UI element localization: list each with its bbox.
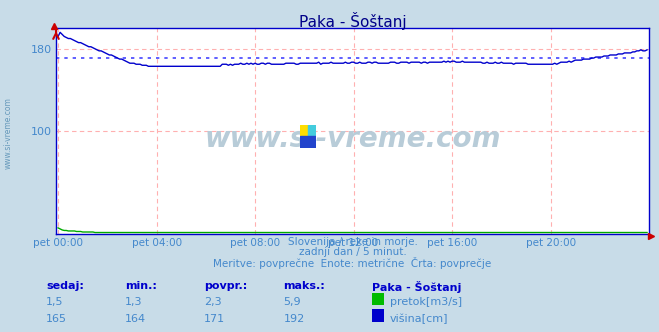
Text: 192: 192 <box>283 314 304 324</box>
Text: 165: 165 <box>46 314 67 324</box>
Text: sedaj:: sedaj: <box>46 281 84 290</box>
Text: maks.:: maks.: <box>283 281 325 290</box>
Text: Paka - Šoštanj: Paka - Šoštanj <box>299 12 407 30</box>
Text: Slovenija / reke in morje.: Slovenija / reke in morje. <box>287 237 418 247</box>
Text: Paka - Šoštanj: Paka - Šoštanj <box>372 281 462 292</box>
Polygon shape <box>308 124 316 136</box>
Text: www.si-vreme.com: www.si-vreme.com <box>204 125 501 153</box>
Text: višina[cm]: višina[cm] <box>390 314 449 324</box>
Text: povpr.:: povpr.: <box>204 281 248 290</box>
Text: 164: 164 <box>125 314 146 324</box>
Polygon shape <box>300 124 308 136</box>
Text: Meritve: povprečne  Enote: metrične  Črta: povprečje: Meritve: povprečne Enote: metrične Črta:… <box>214 257 492 269</box>
Text: 1,3: 1,3 <box>125 297 143 307</box>
Text: pretok[m3/s]: pretok[m3/s] <box>390 297 462 307</box>
Text: zadnji dan / 5 minut.: zadnji dan / 5 minut. <box>299 247 407 257</box>
Polygon shape <box>300 136 316 148</box>
Text: 5,9: 5,9 <box>283 297 301 307</box>
Text: 2,3: 2,3 <box>204 297 222 307</box>
Text: www.si-vreme.com: www.si-vreme.com <box>3 97 13 169</box>
Text: 171: 171 <box>204 314 225 324</box>
Text: min.:: min.: <box>125 281 157 290</box>
Text: 1,5: 1,5 <box>46 297 64 307</box>
